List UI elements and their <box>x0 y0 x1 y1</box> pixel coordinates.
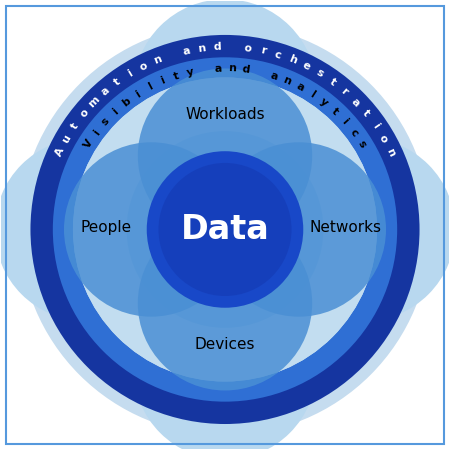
Text: i: i <box>134 89 142 99</box>
Circle shape <box>19 24 431 435</box>
Text: n: n <box>384 147 396 158</box>
Text: d: d <box>242 64 251 75</box>
Circle shape <box>138 216 312 391</box>
Circle shape <box>158 163 292 296</box>
Text: y: y <box>318 96 329 108</box>
Text: a: a <box>214 63 222 74</box>
Text: a: a <box>294 81 306 93</box>
Text: i: i <box>370 122 380 130</box>
Text: a: a <box>350 96 362 108</box>
Text: c: c <box>273 49 283 61</box>
Circle shape <box>272 138 450 321</box>
Text: Devices: Devices <box>195 338 255 352</box>
Text: r: r <box>259 45 267 56</box>
Text: o: o <box>377 133 390 144</box>
Circle shape <box>133 276 317 450</box>
Text: d: d <box>213 42 221 52</box>
Text: a: a <box>269 70 279 82</box>
Circle shape <box>53 57 397 402</box>
Text: m: m <box>87 94 102 110</box>
Text: s: s <box>315 68 325 80</box>
Text: u: u <box>60 133 73 144</box>
Text: a: a <box>182 45 192 57</box>
Text: V: V <box>82 138 95 150</box>
Circle shape <box>0 138 178 321</box>
Text: Networks: Networks <box>310 220 382 235</box>
Circle shape <box>133 0 317 183</box>
Text: Data: Data <box>180 213 270 246</box>
Text: l: l <box>308 89 316 99</box>
Text: i: i <box>126 68 135 79</box>
Text: t: t <box>172 71 180 81</box>
Text: t: t <box>69 121 81 131</box>
Circle shape <box>73 77 377 382</box>
Circle shape <box>31 35 419 424</box>
Text: c: c <box>347 127 360 138</box>
Text: i: i <box>340 117 349 126</box>
Text: l: l <box>146 82 154 92</box>
Text: Workloads: Workloads <box>185 107 265 122</box>
Text: y: y <box>185 67 194 78</box>
Circle shape <box>212 142 386 317</box>
Text: i: i <box>91 128 102 137</box>
Text: n: n <box>198 43 207 54</box>
Text: s: s <box>356 139 368 149</box>
Text: i: i <box>111 107 120 117</box>
Text: b: b <box>120 96 132 108</box>
Circle shape <box>73 77 377 382</box>
Circle shape <box>138 68 312 243</box>
Text: People: People <box>81 220 132 235</box>
Text: a: a <box>99 86 112 98</box>
Text: t: t <box>329 106 340 117</box>
Text: n: n <box>228 63 236 74</box>
Text: o: o <box>243 43 252 54</box>
Circle shape <box>126 131 324 328</box>
Text: h: h <box>287 54 298 66</box>
Text: n: n <box>282 75 292 87</box>
Text: n: n <box>152 54 163 66</box>
Text: i: i <box>159 76 166 86</box>
Text: o: o <box>78 108 90 120</box>
Text: t: t <box>328 76 338 88</box>
Text: o: o <box>138 60 149 72</box>
Text: t: t <box>360 108 371 119</box>
Text: A: A <box>54 146 66 158</box>
Circle shape <box>64 142 238 317</box>
Text: r: r <box>339 86 350 97</box>
Circle shape <box>147 151 303 308</box>
Text: e: e <box>301 60 312 72</box>
Text: t: t <box>112 76 122 88</box>
Text: s: s <box>99 116 111 127</box>
